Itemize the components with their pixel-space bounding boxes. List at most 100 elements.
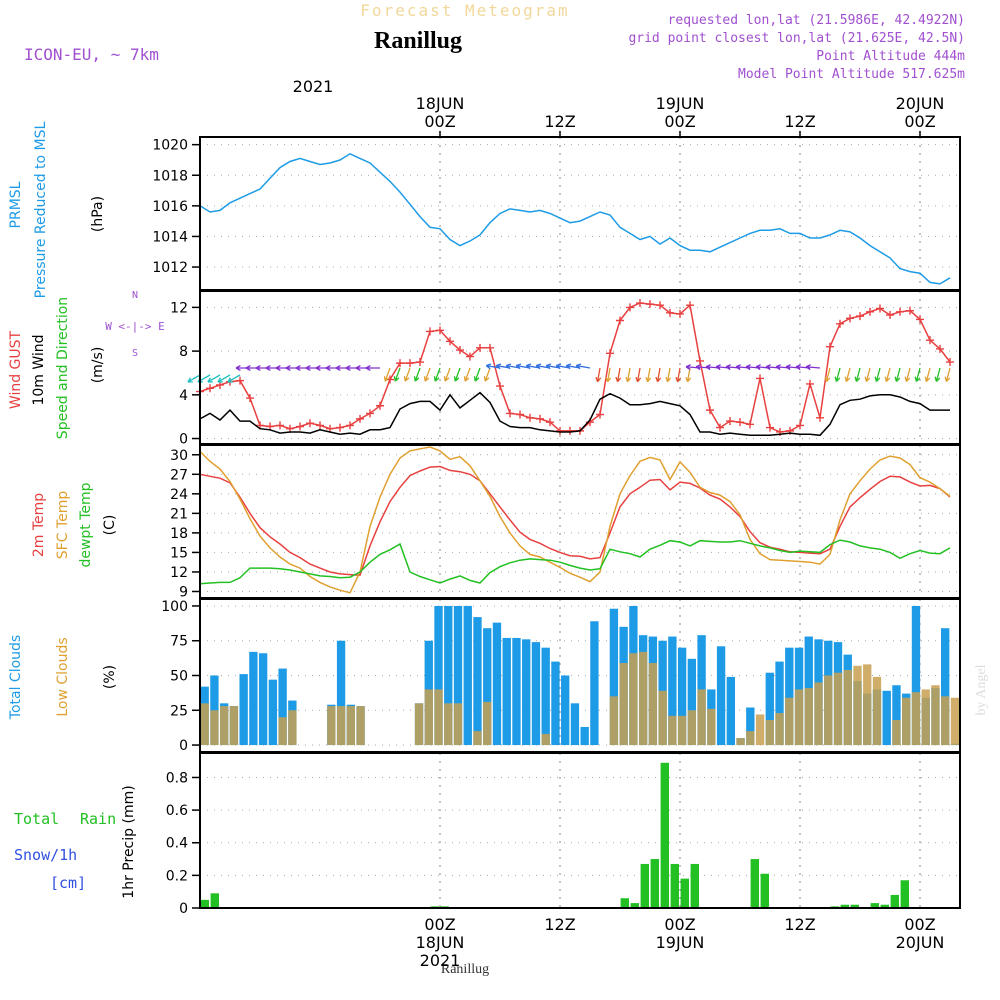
- panel-precip: 0 0.2 0.4 0.6 0.8: [166, 752, 961, 917]
- top-time-label: 20JUN: [896, 94, 945, 113]
- bar-rain: [850, 904, 859, 908]
- gust-marker: [866, 307, 874, 316]
- wind-arrow: [934, 367, 941, 382]
- bar-total-cloud: [512, 637, 521, 746]
- gust-marker: [656, 301, 664, 310]
- model-label: ICON-EU, ~ 7km: [24, 45, 159, 64]
- gust-marker: [436, 326, 444, 335]
- bar-total-cloud: [775, 661, 784, 746]
- wind-arrow: [824, 367, 831, 382]
- series-line-prmsl: [199, 152, 951, 285]
- y-tick-label: 27: [170, 467, 188, 483]
- gust-marker: [646, 300, 654, 309]
- y-tick-label: 25: [170, 703, 188, 719]
- top-time-label: 18JUN: [416, 94, 465, 113]
- gust-marker: [466, 352, 474, 361]
- bar-low-cloud: [785, 697, 794, 746]
- bottom-time-label: 00Z: [664, 915, 695, 934]
- bar-rain: [670, 863, 679, 908]
- bar-low-cloud: [453, 703, 463, 746]
- y-tick-label: 24: [170, 487, 188, 503]
- y-tick-label: 0: [179, 901, 188, 917]
- bar-total-cloud: [268, 679, 278, 746]
- wind-unit: (m/s): [90, 347, 106, 384]
- compass-we: W <-|-> E: [105, 320, 165, 333]
- bar-low-cloud: [336, 706, 346, 746]
- gust-label: Wind GUST: [8, 330, 24, 409]
- gust-marker: [406, 359, 414, 368]
- gust-marker: [766, 423, 774, 432]
- gust-marker: [366, 409, 374, 418]
- bar-low-cloud: [707, 708, 716, 746]
- bar-total-cloud: [444, 605, 453, 746]
- wind-arrow: [924, 367, 931, 382]
- gust-marker: [616, 316, 624, 325]
- bar-total-cloud: [453, 605, 463, 746]
- gust-marker: [676, 309, 684, 318]
- gust-marker: [686, 301, 694, 310]
- wind-arrow: [463, 367, 471, 382]
- gust-marker: [906, 306, 914, 315]
- bar-total-cloud: [463, 605, 472, 746]
- clouds-unit: (%): [102, 665, 118, 689]
- y-tick-label: 50: [170, 669, 188, 685]
- bar-total-cloud: [531, 642, 541, 746]
- y-tick-label: 18: [170, 526, 188, 542]
- snow-unit: [cm]: [50, 874, 86, 892]
- bar-low-cloud: [824, 675, 833, 746]
- panel-temperature: 9 12 15 18 21 24 27 30: [170, 444, 961, 600]
- gust-marker: [626, 303, 634, 312]
- gust-marker: [696, 356, 704, 365]
- top-time-label: 00Z: [664, 112, 695, 131]
- bar-low-cloud: [619, 662, 628, 746]
- y-tick-label: 12: [170, 300, 188, 316]
- bar-total-cloud: [258, 653, 268, 746]
- bar-rain: [680, 878, 689, 908]
- wind-arrow: [685, 367, 692, 383]
- bar-low-cloud: [687, 710, 697, 746]
- bar-rain: [900, 880, 909, 908]
- wind-arrow: [365, 365, 380, 371]
- wind-arrow: [605, 367, 612, 383]
- gust-marker: [456, 346, 464, 355]
- bar-low-cloud: [843, 669, 852, 746]
- wind-arrow: [207, 374, 221, 383]
- y-tick-label: 0.2: [166, 868, 188, 884]
- wind-arrow: [393, 367, 401, 382]
- bar-rain: [760, 873, 769, 908]
- top-year: 2021: [293, 77, 334, 96]
- bottom-time-label: 20JUN: [896, 933, 945, 952]
- bar-total-cloud: [609, 608, 619, 746]
- bottom-time-label: 00Z: [904, 915, 935, 934]
- wind-arrow: [635, 367, 642, 383]
- wind-speed-label: Speed and Direction: [55, 297, 71, 439]
- bar-low-cloud: [629, 653, 638, 746]
- bar-rain: [870, 903, 879, 908]
- gust-marker: [836, 319, 844, 328]
- wind-arrow: [944, 367, 951, 382]
- wind-arrow: [904, 367, 911, 382]
- top-time-label: 00Z: [424, 112, 455, 131]
- gust-marker: [516, 410, 524, 419]
- bar-total-cloud: [590, 621, 599, 746]
- bar-total-cloud: [551, 661, 560, 746]
- bar-rain: [690, 863, 699, 908]
- wind-arrow: [453, 367, 461, 382]
- bottom-time-label: 2021: [420, 951, 461, 970]
- wind-arrow: [187, 374, 201, 383]
- y-tick-label: 1018: [152, 168, 188, 184]
- gust-marker: [336, 423, 344, 432]
- gust-marker: [756, 374, 764, 383]
- y-tick-label: 75: [170, 634, 188, 650]
- y-tick-label: 100: [161, 599, 188, 615]
- wind-arrow: [383, 367, 391, 382]
- gust-marker: [506, 409, 514, 418]
- series-line-2m-temp: [199, 465, 951, 576]
- gust-marker: [886, 311, 894, 320]
- bar-total-cloud: [785, 647, 794, 746]
- y-tick-label: 30: [170, 448, 188, 464]
- gust-marker: [926, 336, 934, 345]
- bar-low-cloud: [804, 688, 813, 746]
- bar-total-cloud: [473, 617, 482, 746]
- bar-total-cloud: [668, 636, 677, 746]
